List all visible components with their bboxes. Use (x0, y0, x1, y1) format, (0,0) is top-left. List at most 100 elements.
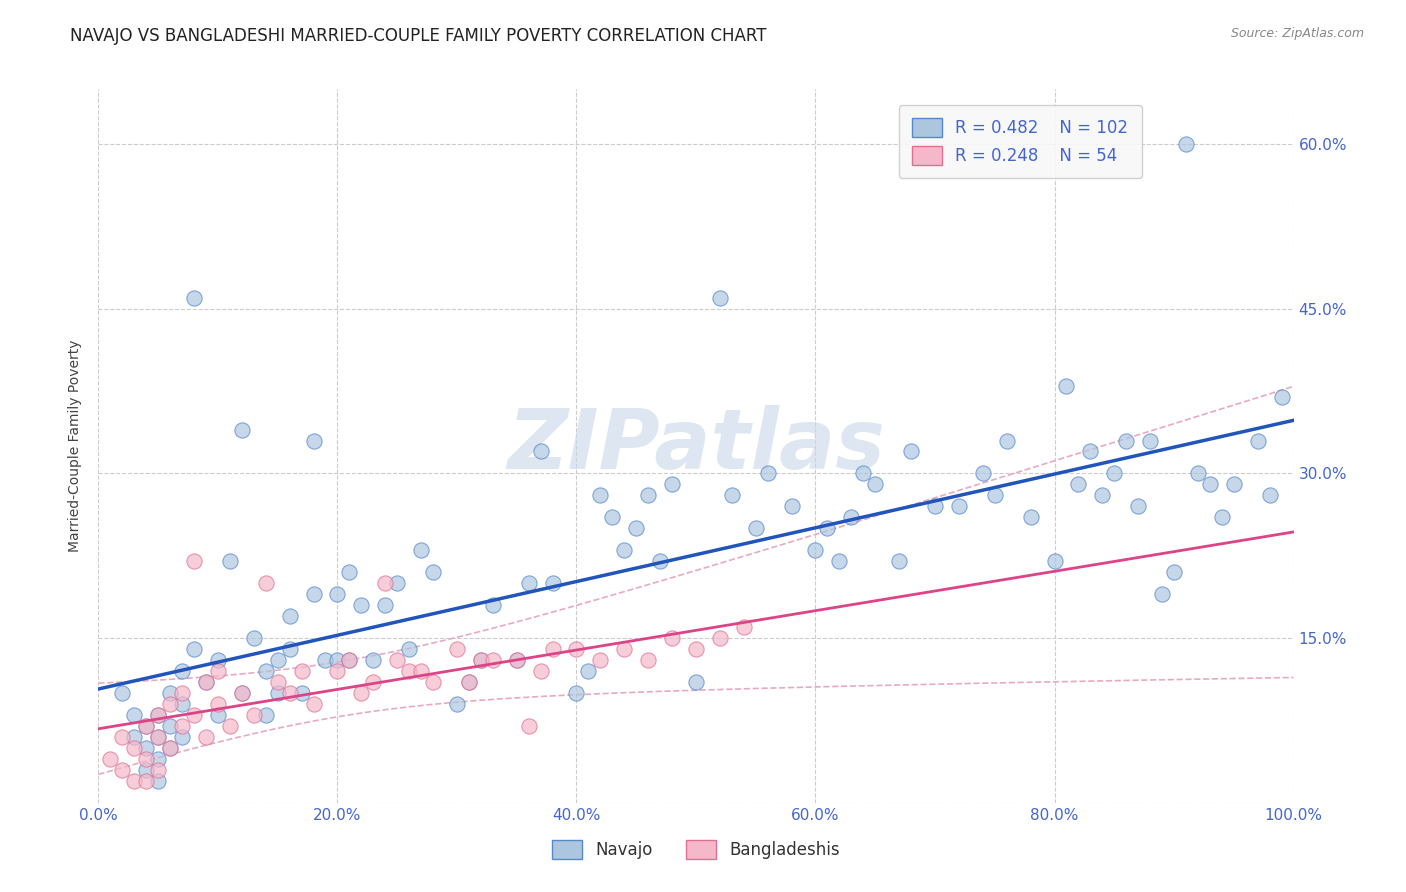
Point (661, 477, 683, 491)
Point (148, 708, 170, 723)
Point (291, 664, 314, 678)
Point (1152, 587, 1174, 601)
Point (506, 653, 529, 667)
Point (804, 543, 827, 558)
Point (685, 642, 707, 657)
Point (411, 543, 433, 558)
Point (339, 653, 361, 667)
Point (385, 576, 409, 591)
Point (565, 642, 588, 657)
Point (1115, 434, 1137, 448)
Point (995, 434, 1018, 448)
Point (1223, 477, 1246, 491)
Point (172, 664, 194, 678)
Point (709, 291, 731, 305)
Point (1091, 488, 1114, 502)
Point (159, 686, 181, 700)
Point (1080, 444, 1102, 458)
Point (195, 675, 218, 690)
Point (745, 521, 768, 535)
Point (207, 708, 229, 723)
Point (1056, 378, 1078, 392)
Point (446, 697, 468, 711)
Point (517, 576, 540, 591)
Point (302, 697, 325, 711)
Point (458, 675, 481, 690)
Point (207, 697, 229, 711)
Point (517, 719, 540, 733)
Point (685, 675, 707, 690)
Point (889, 554, 911, 568)
Point (339, 653, 361, 667)
Point (530, 664, 553, 678)
Point (900, 444, 922, 458)
Y-axis label: Married-Couple Family Poverty: Married-Couple Family Poverty (69, 340, 83, 552)
Point (422, 566, 444, 580)
Point (756, 467, 779, 481)
Point (172, 697, 194, 711)
Point (613, 642, 636, 657)
Point (278, 609, 301, 624)
Point (302, 587, 325, 601)
Point (254, 708, 277, 723)
Point (398, 664, 420, 678)
Point (111, 763, 134, 777)
Point (267, 686, 290, 700)
Point (1199, 477, 1222, 491)
Point (481, 653, 505, 667)
Point (124, 740, 146, 755)
Point (148, 752, 170, 766)
Point (1104, 467, 1126, 481)
Point (231, 423, 253, 437)
Point (602, 510, 624, 524)
Point (326, 653, 349, 667)
Point (339, 566, 361, 580)
Point (267, 675, 290, 690)
Point (124, 773, 146, 788)
Point (1187, 467, 1209, 481)
Point (159, 719, 181, 733)
Point (411, 664, 433, 678)
Point (195, 675, 218, 690)
Point (148, 730, 170, 744)
Point (291, 686, 314, 700)
Point (183, 642, 205, 657)
Point (948, 500, 970, 514)
Point (1128, 500, 1150, 514)
Point (865, 477, 887, 491)
Point (148, 730, 170, 744)
Point (135, 719, 157, 733)
Point (841, 510, 863, 524)
Point (315, 653, 337, 667)
Point (207, 653, 229, 667)
Point (172, 719, 194, 733)
Point (458, 675, 481, 690)
Point (135, 763, 157, 777)
Point (254, 576, 277, 591)
Point (98, 752, 122, 766)
Point (721, 488, 744, 502)
Point (626, 521, 648, 535)
Point (195, 730, 218, 744)
Text: NAVAJO VS BANGLADESHI MARRIED-COUPLE FAMILY POVERTY CORRELATION CHART: NAVAJO VS BANGLADESHI MARRIED-COUPLE FAM… (70, 27, 766, 45)
Point (278, 642, 301, 657)
Point (924, 500, 946, 514)
Point (733, 620, 755, 634)
Point (1175, 137, 1198, 152)
Point (326, 664, 349, 678)
Point (135, 719, 157, 733)
Point (124, 708, 146, 723)
Point (363, 675, 385, 690)
Point (481, 598, 505, 612)
Point (148, 773, 170, 788)
Point (278, 686, 301, 700)
Point (148, 708, 170, 723)
Point (661, 631, 683, 645)
Point (506, 653, 529, 667)
Point (124, 730, 146, 744)
Point (613, 543, 636, 558)
Point (350, 686, 373, 700)
Point (183, 708, 205, 723)
Point (470, 653, 492, 667)
Point (219, 719, 242, 733)
